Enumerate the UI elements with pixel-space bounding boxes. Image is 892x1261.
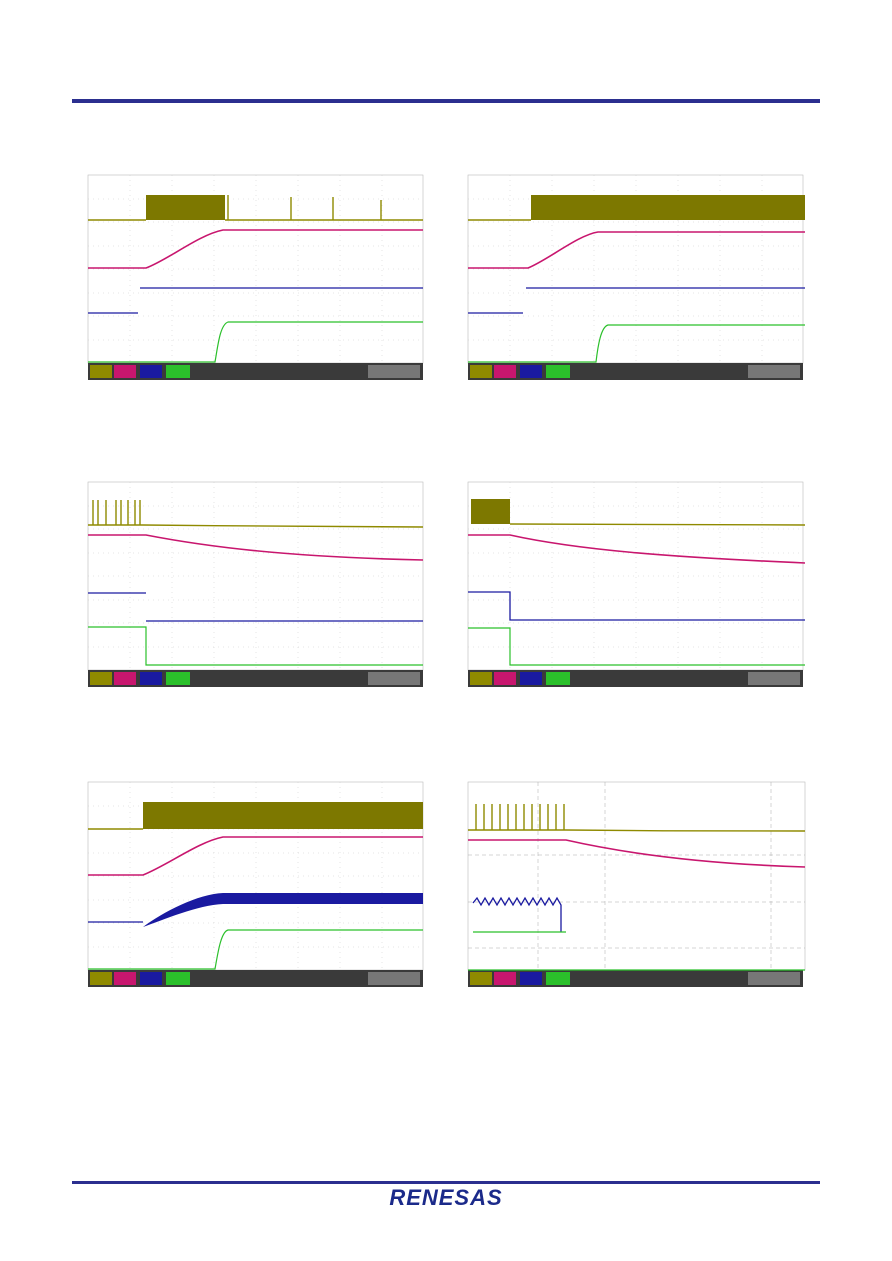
scope-capture [467, 481, 806, 687]
footer-rule [72, 1181, 820, 1184]
scope-capture [87, 174, 424, 380]
logo: RENESAS [389, 1185, 502, 1210]
scope-capture [467, 781, 806, 987]
header-rule [72, 99, 820, 103]
scope-capture [87, 481, 424, 687]
scope-capture [87, 781, 424, 987]
scope-capture [467, 174, 805, 380]
